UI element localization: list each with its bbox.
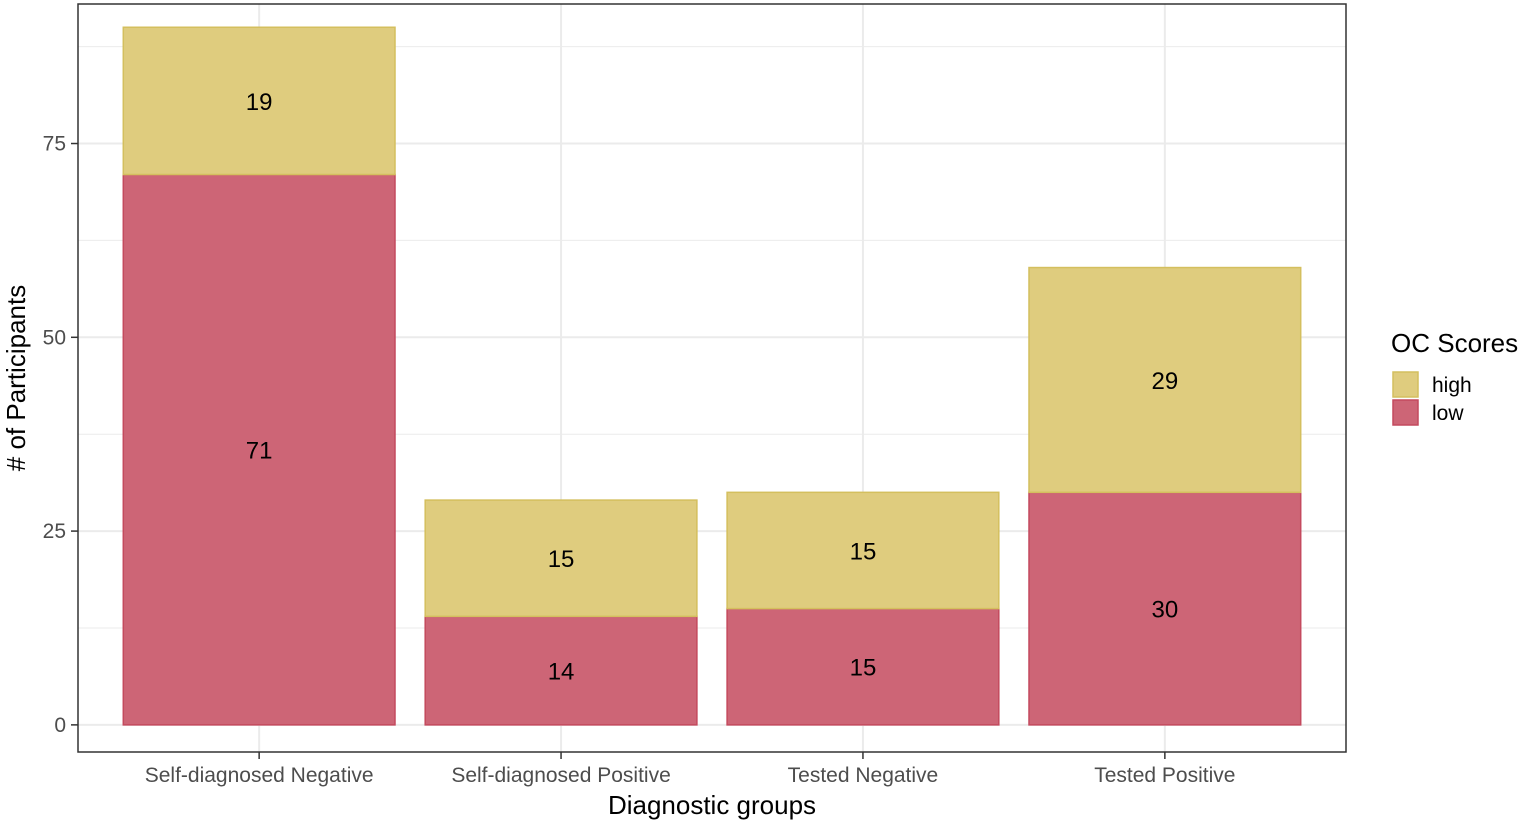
- bar-high-3: [1028, 266, 1302, 494]
- x-axis: Self-diagnosed Negative Self-diagnosed Po…: [145, 752, 1235, 787]
- bar-low-2: [726, 607, 1000, 726]
- legend-key-low: [1392, 399, 1419, 426]
- x-axis-title: Diagnostic groups: [608, 790, 816, 820]
- y-axis-title: # of Participants: [1, 285, 31, 471]
- panel-border: [77, 3, 1347, 753]
- legend-label-low: low: [1432, 402, 1464, 425]
- data-label-high-2: 15: [850, 538, 877, 565]
- x-tick-label: Tested Negative: [788, 764, 939, 787]
- data-label-high-3: 29: [1152, 368, 1179, 395]
- data-label-low-2: 15: [850, 655, 877, 682]
- x-tick-label: Self-diagnosed Positive: [451, 764, 670, 787]
- y-tick-label: 50: [43, 326, 66, 349]
- y-axis: 0 25 50 75: [43, 133, 78, 737]
- data-labels: 71 19 14 15 15 15 30 29: [246, 89, 1178, 686]
- bar-high-0: [122, 26, 396, 176]
- legend-title: OC Scores: [1391, 328, 1518, 358]
- data-label-low-1: 14: [548, 659, 575, 686]
- x-tick-label: Tested Positive: [1094, 764, 1235, 787]
- bar-high-2: [726, 491, 1000, 610]
- data-label-high-1: 15: [548, 546, 575, 573]
- x-tick-label: Self-diagnosed Negative: [145, 764, 374, 787]
- legend: OC Scores high low: [1391, 328, 1518, 426]
- y-tick-label: 0: [54, 714, 66, 737]
- data-label-low-0: 71: [246, 438, 273, 465]
- legend-label-high: high: [1432, 374, 1472, 397]
- bars: [122, 26, 1302, 726]
- bar-low-0: [122, 173, 396, 726]
- bar-low-3: [1028, 491, 1302, 726]
- data-label-high-0: 19: [246, 89, 273, 116]
- legend-key-high: [1392, 371, 1419, 398]
- y-tick-label: 25: [43, 520, 66, 543]
- y-tick-label: 75: [43, 133, 66, 156]
- bar-high-1: [424, 499, 698, 618]
- data-label-low-3: 30: [1152, 597, 1179, 624]
